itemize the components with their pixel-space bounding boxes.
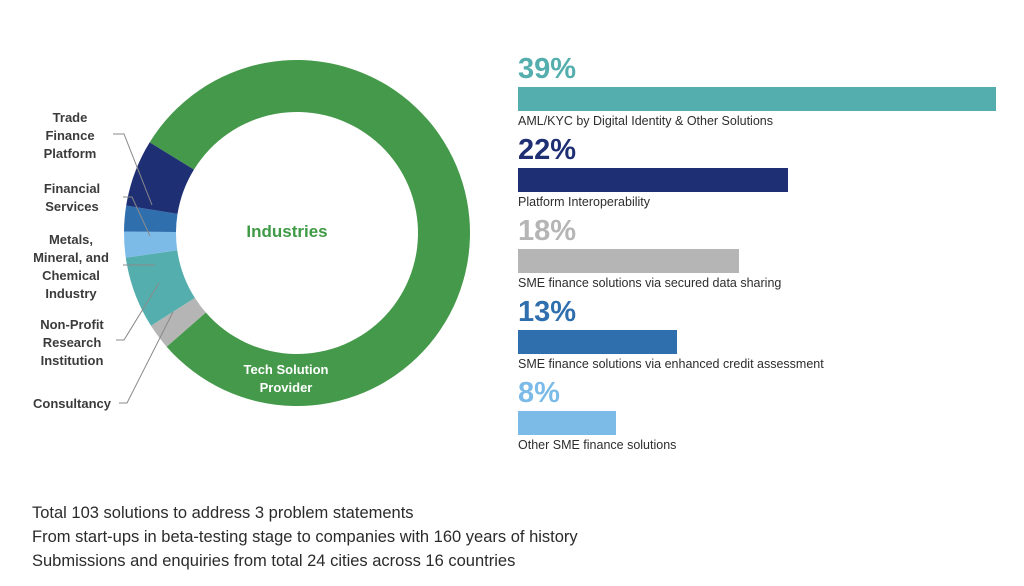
problem-statement-bar-chart: 39% AML/KYC by Digital Identity & Other … bbox=[518, 52, 998, 457]
donut-slice-non-profit-research-institution bbox=[124, 205, 178, 233]
bar bbox=[518, 249, 739, 273]
bar-label: SME finance solutions via secured data s… bbox=[518, 276, 782, 290]
bar bbox=[518, 411, 617, 435]
slice-label-financial-services: Financial Services bbox=[43, 181, 101, 214]
slice-label-non-profit-research: Non-Profit Research Institution bbox=[40, 317, 104, 368]
summary-note: Total 103 solutions to address 3 problem… bbox=[32, 504, 414, 522]
summary-note: Submissions and enquiries from total 24 … bbox=[32, 552, 516, 570]
donut-slice-financial-services bbox=[125, 250, 195, 326]
donut-slice-tech-solution-provider bbox=[149, 59, 471, 406]
bar-label: Platform Interoperability bbox=[518, 195, 651, 209]
bar-label: AML/KYC by Digital Identity & Other Solu… bbox=[518, 114, 773, 128]
leader-non-profit bbox=[116, 282, 160, 341]
bar bbox=[518, 330, 678, 354]
leader-financial-services bbox=[123, 196, 151, 237]
bar-item: 39% AML/KYC by Digital Identity & Other … bbox=[518, 52, 998, 133]
bar-percent: 22% bbox=[518, 134, 577, 166]
donut-slice-metals-mineral-and-chemical-industry bbox=[124, 231, 178, 258]
bar-item: 8% Other SME finance solutions bbox=[518, 376, 998, 457]
bar bbox=[518, 168, 788, 192]
donut-center-title: Industries bbox=[246, 222, 328, 241]
bar-label: SME finance solutions via enhanced credi… bbox=[518, 357, 824, 371]
bar-item: 22% Platform Interoperability bbox=[518, 133, 998, 214]
slice-label-metals-mineral-chemical: Metals, Mineral, and Chemical Industry bbox=[33, 232, 109, 301]
bar-percent: 18% bbox=[518, 215, 577, 247]
slice-label-tech-solution-provider: Tech Solution Provider bbox=[243, 362, 329, 395]
leader-trade-finance bbox=[113, 133, 153, 206]
bar-percent: 8% bbox=[518, 377, 560, 409]
slice-label-consultancy: Consultancy bbox=[32, 396, 111, 411]
bar-item: 13% SME finance solutions via enhanced c… bbox=[518, 295, 998, 376]
bar-percent: 39% bbox=[518, 53, 577, 85]
slice-label-trade-finance-platform: Trade Finance Platform bbox=[43, 110, 97, 161]
bar-label: Other SME finance solutions bbox=[518, 438, 677, 452]
industries-donut-chart bbox=[113, 59, 471, 406]
summary-notes: Total 103 solutions to address 3 problem… bbox=[32, 501, 578, 573]
bar-item: 18% SME finance solutions via secured da… bbox=[518, 214, 998, 295]
donut-slice-consultancy bbox=[126, 142, 194, 214]
bar-percent: 13% bbox=[518, 296, 577, 328]
summary-note: From start-ups in beta-testing stage to … bbox=[32, 528, 578, 546]
donut-slice-trade-finance-platform bbox=[150, 297, 206, 347]
leader-consultancy bbox=[119, 311, 174, 404]
bar bbox=[518, 87, 996, 111]
